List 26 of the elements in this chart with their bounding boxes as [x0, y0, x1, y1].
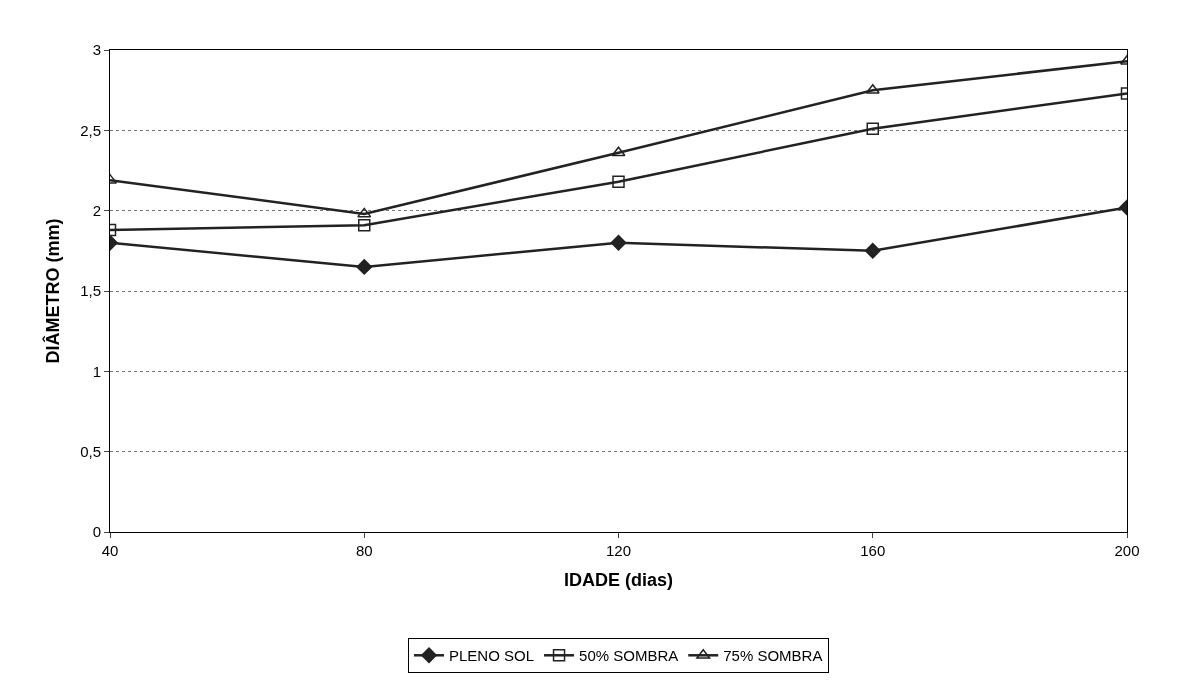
- x-tick-label: 80: [355, 542, 373, 559]
- point: [611, 146, 626, 157]
- point: [358, 218, 371, 232]
- y-tick-label: 0: [92, 523, 101, 541]
- x-tick-label: 40: [101, 542, 119, 559]
- point: [357, 207, 372, 218]
- x-tick-label: 160: [860, 542, 886, 559]
- x-tick-label: 200: [1114, 542, 1140, 559]
- y-tick-label: 0,5: [80, 442, 101, 460]
- y-tick-label: 2: [92, 201, 101, 219]
- x-tick-label: 120: [605, 542, 632, 559]
- y-tick-label: 1,5: [80, 282, 101, 300]
- x-axis-title: IDADE (dias): [563, 570, 674, 591]
- point: [864, 242, 881, 259]
- legend-label: PLENO SOL: [449, 647, 535, 665]
- point: [612, 175, 625, 188]
- point: [356, 259, 373, 275]
- point: [865, 83, 880, 94]
- point: [866, 122, 879, 135]
- y-axis-title: DIÂMETRO (mm): [42, 218, 64, 364]
- legend-label: 50% SOMBRA: [579, 647, 679, 665]
- point: [610, 234, 627, 251]
- legend-label: 75% SOMBRA: [723, 647, 823, 665]
- y-tick-label: 3: [92, 41, 101, 59]
- y-tick-label: 1: [92, 362, 101, 380]
- y-tick-label: 2,5: [80, 121, 101, 139]
